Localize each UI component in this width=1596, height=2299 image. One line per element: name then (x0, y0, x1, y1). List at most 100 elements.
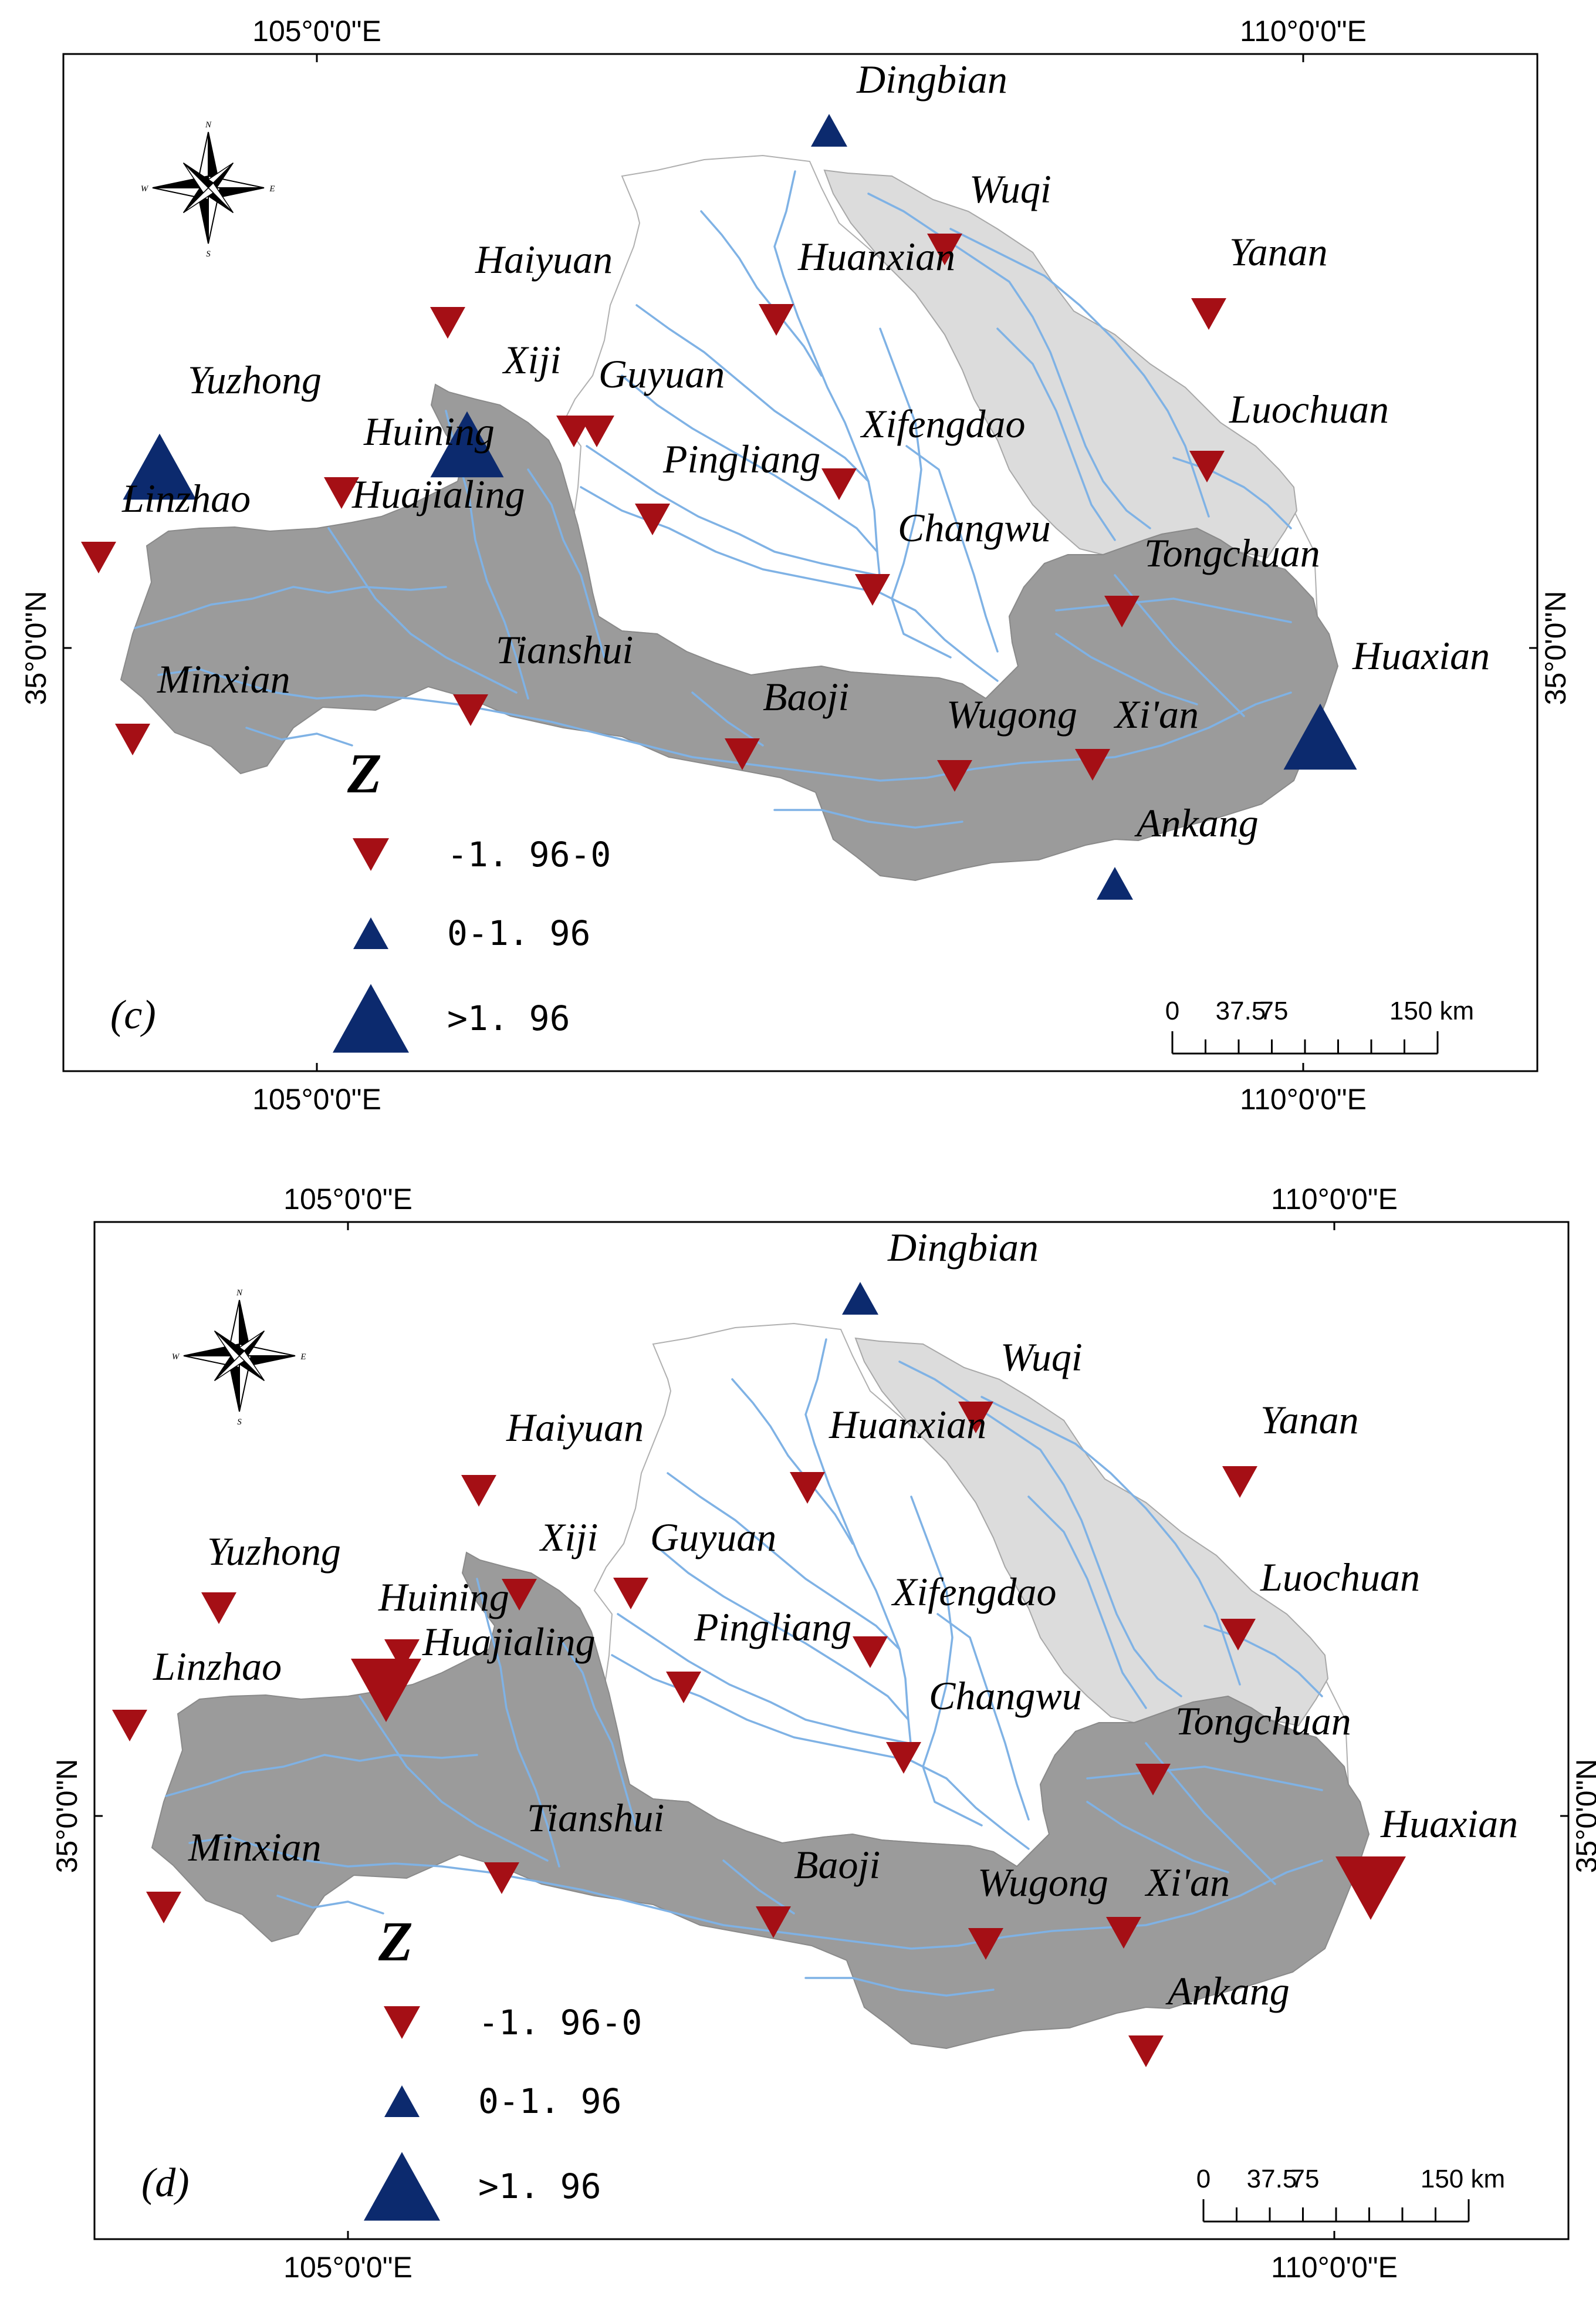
longitude-label-110e-bottom: 110°0'0"E (1271, 2251, 1398, 2284)
basin-region-dark-gray (151, 1551, 1370, 2050)
station-marker-guyuan (579, 416, 614, 447)
station-marker-tongchuan (1135, 1764, 1171, 1795)
river-line (1203, 1625, 1323, 1697)
river-line (635, 304, 870, 482)
legend-label-3: >1. 96 (447, 998, 570, 1038)
river-line (879, 328, 952, 659)
station-label-guyuan: Guyuan (650, 1515, 776, 1559)
station-label-changwu: Changwu (898, 505, 1051, 550)
scale-bar: 0 37.575 150 km (1196, 2165, 1505, 2223)
station-marker-xi-an (1075, 749, 1110, 781)
compass-north-label: N (205, 120, 212, 130)
river-line (1027, 1495, 1147, 1709)
station-marker-changwu (855, 574, 890, 606)
station-marker-xifengdao (853, 1636, 888, 1668)
station-label-yanan: Yanan (1260, 1397, 1359, 1442)
station-label-wugong: Wugong (978, 1860, 1108, 1905)
station-marker-minxian (115, 724, 150, 755)
station-label-pingliang: Pingliang (694, 1605, 851, 1649)
river-line (804, 1977, 995, 1997)
river-line (667, 1472, 901, 1650)
station-marker-yuzhong (123, 433, 197, 500)
river-line (905, 445, 999, 653)
station-marker-dingbian (842, 1282, 878, 1315)
station-label-changwu: Changwu (929, 1673, 1082, 1718)
legend-symbol-up-triangle-large-icon (364, 2152, 440, 2221)
station-marker-huaxian (1283, 703, 1357, 770)
station-markers (81, 114, 1357, 900)
station-label-baoji: Baoji (794, 1842, 880, 1887)
scale-bar: 0 37.575 150 km (1165, 997, 1474, 1055)
north-arrow-compass-icon: N S E W (141, 120, 275, 259)
river-line (731, 1378, 854, 1545)
longitude-label-105e-bottom: 105°0'0"E (283, 2251, 412, 2284)
river-line (700, 210, 823, 377)
river-line (165, 1754, 478, 1797)
river-line (188, 1836, 1323, 1950)
river-line (773, 170, 881, 582)
station-marker-xifengdao (821, 468, 857, 500)
river-line (1055, 633, 1198, 705)
legend-label-1: -1. 96-0 (447, 835, 611, 875)
station-labels: Dingbian Wuqi Yanan Huanxian Haiyuan Xiji Guyu… (153, 1225, 1518, 2013)
station-marker-huajialing (351, 1659, 421, 1722)
map-panel-d: 105°0'0"E 110°0'0"E 105°0'0"E 110°0'0"E 35°0… (50, 1183, 1596, 2284)
longitude-label-110e-top: 110°0'0"E (1271, 1183, 1398, 1216)
river-line (134, 586, 447, 629)
station-label-guyuan: Guyuan (598, 352, 725, 396)
latitude-label-35n-left: 35°0'0"N (50, 1759, 83, 1873)
station-label-tianshui: Tianshui (496, 627, 633, 672)
compass-point-icon (214, 1355, 245, 1382)
station-marker-huajialing (324, 477, 359, 509)
graticule-labels: 105°0'0"E 110°0'0"E 105°0'0"E 110°0'0"E 35°0… (19, 15, 1572, 1116)
scale-bar-tick-label-2: 75 (1291, 2165, 1320, 2193)
station-label-tongchuan: Tongchuan (1144, 531, 1320, 575)
longitude-label-105e-top: 105°0'0"E (283, 1183, 412, 1216)
latitude-label-35n-right: 35°0'0"N (1570, 1759, 1596, 1873)
station-label-haiyuan: Haiyuan (475, 237, 613, 282)
station-label-yanan: Yanan (1229, 229, 1328, 274)
scale-bar-end-label: 150 km (1421, 2165, 1505, 2193)
station-marker-luochuan (1220, 1619, 1256, 1650)
station-marker-huanxian (759, 304, 794, 336)
longitude-label-105e-bottom: 105°0'0"E (252, 1083, 381, 1116)
panel-tag-c: (c) (110, 992, 156, 1038)
station-marker-tongchuan (1104, 596, 1139, 627)
scale-bar-tick-label-1: 37.5 (1247, 2165, 1297, 2193)
river-line (359, 1695, 549, 1862)
station-label-wuqi: Wuqi (969, 167, 1051, 211)
station-marker-wugong (937, 760, 972, 792)
station-label-linzhao: Linzhao (153, 1644, 282, 1689)
station-label-ankang: Ankang (1165, 1969, 1290, 2013)
station-marker-linzhao (112, 1710, 147, 1741)
station-label-huining: Huining (378, 1575, 509, 1619)
station-label-huanxian: Huanxian (797, 234, 955, 279)
compass-east-label: E (300, 1352, 306, 1362)
map-frame (93, 1221, 1570, 2240)
river-line (586, 445, 878, 576)
station-marker-changwu (886, 1742, 921, 1774)
basin-region-light-gray (854, 1337, 1329, 1727)
station-label-haiyuan: Haiyuan (506, 1405, 644, 1450)
station-marker-haiyuan (430, 307, 465, 339)
legend-title: Z (347, 742, 382, 805)
legend-label-1: -1. 96-0 (478, 2003, 642, 2043)
river-line (157, 668, 1292, 782)
station-label-minxian: Minxian (188, 1825, 322, 1869)
station-label-luochuan: Luochuan (1260, 1555, 1420, 1599)
river-line (804, 1338, 912, 1750)
compass-point-icon (214, 1331, 241, 1362)
river-line (652, 1542, 909, 1721)
legend: Z -1. 96-0 0-1. 96 >1. 96 (364, 1910, 642, 2221)
basin-region-light-gray (823, 169, 1298, 559)
station-marker-wugong (968, 1928, 1003, 1960)
river-line (996, 328, 1116, 541)
station-markers (112, 1282, 1406, 2067)
station-label-huajialing: Huajialing (422, 1619, 596, 1664)
scale-bar-tick-label-0: 0 (1165, 997, 1179, 1025)
station-marker-wuqi (927, 234, 962, 265)
scale-bar-tick-label-2: 75 (1260, 997, 1289, 1025)
station-marker-pingliang (635, 504, 670, 535)
station-label-pingliang: Pingliang (662, 437, 820, 481)
scale-bar-tick-label-1: 37.5 (1216, 997, 1266, 1025)
